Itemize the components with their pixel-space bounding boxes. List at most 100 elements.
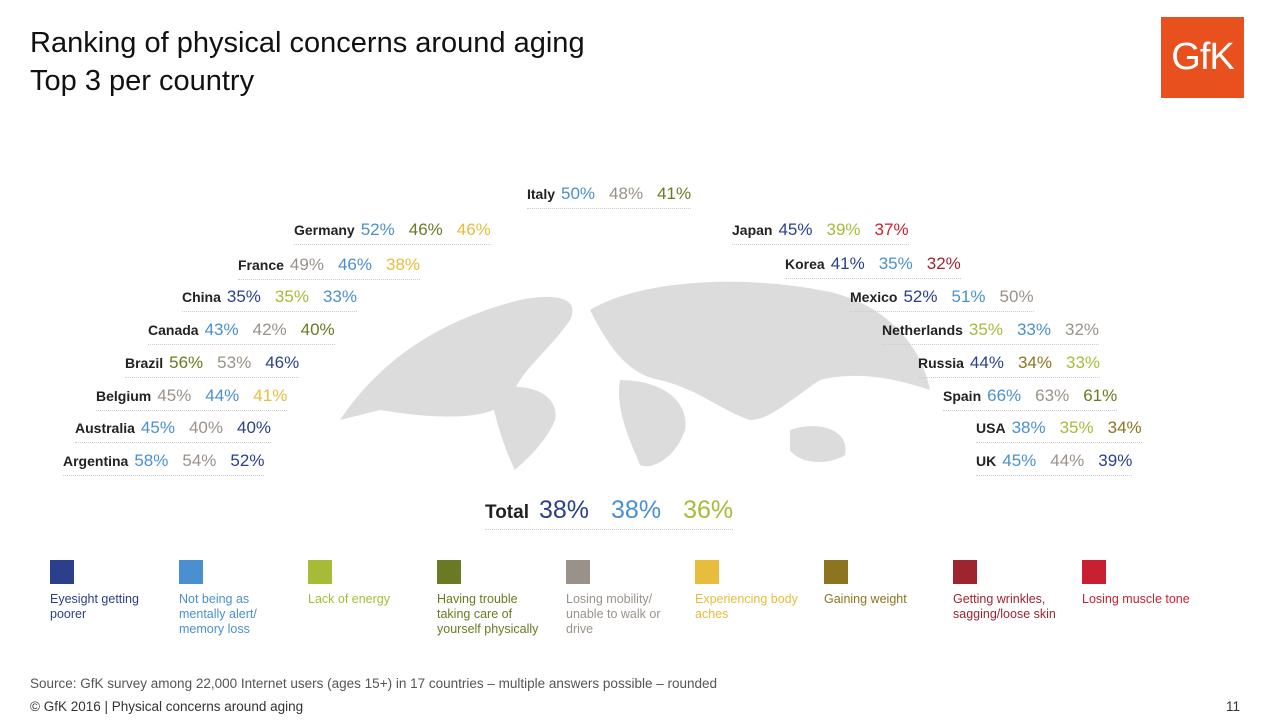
country-row: France 49% 46% 38% xyxy=(238,255,421,280)
country-row: Belgium 45% 44% 41% xyxy=(96,386,288,411)
percent-value: 34% xyxy=(1107,418,1142,437)
percent-value: 38% xyxy=(538,496,590,524)
legend-item: Losing mobility/ unable to walk or drive xyxy=(566,560,695,637)
slide-title: Ranking of physical concerns around agin… xyxy=(30,24,585,100)
title-line1: Ranking of physical concerns around agin… xyxy=(30,27,585,59)
country-row: UK 45% 44% 39% xyxy=(976,451,1133,476)
country-label: Belgium xyxy=(96,388,152,404)
percent-value: 41% xyxy=(253,386,288,405)
legend-item: Experiencing body aches xyxy=(695,560,824,637)
country-label: Japan xyxy=(732,222,773,238)
percent-value: 41% xyxy=(830,254,865,273)
legend-swatch xyxy=(824,560,848,584)
percent-value: 35% xyxy=(274,287,309,306)
percent-value: 50% xyxy=(561,184,596,203)
legend-label: Getting wrinkles, sagging/loose skin xyxy=(953,592,1056,621)
legend-swatch xyxy=(437,560,461,584)
legend-item: Lack of energy xyxy=(308,560,437,637)
country-row: Argentina 58% 54% 52% xyxy=(63,451,265,476)
percent-value: 38% xyxy=(611,496,662,524)
country-label: Argentina xyxy=(63,453,129,469)
country-label: Spain xyxy=(943,388,982,404)
legend-label: Eyesight getting poorer xyxy=(50,592,139,621)
country-label: Brazil xyxy=(125,355,164,371)
country-label: Italy xyxy=(527,186,556,202)
legend-swatch xyxy=(50,560,74,584)
percent-value: 46% xyxy=(456,220,491,239)
percent-value: 50% xyxy=(999,287,1034,306)
footer: © GfK 2016 | Physical concerns around ag… xyxy=(30,699,304,714)
legend-label: Experiencing body aches xyxy=(695,592,798,621)
country-row: Korea 41% 35% 32% xyxy=(785,254,961,279)
page-number: 11 xyxy=(1226,699,1241,714)
country-label: Total xyxy=(485,502,529,523)
percent-value: 56% xyxy=(169,353,204,372)
percent-value: 41% xyxy=(657,184,692,203)
legend: Eyesight getting poorer Not being as ment… xyxy=(50,560,1211,637)
country-label: Germany xyxy=(294,222,355,238)
percent-value: 35% xyxy=(1059,418,1094,437)
percent-value: 52% xyxy=(360,220,395,239)
legend-label: Losing mobility/ unable to walk or drive xyxy=(566,592,661,636)
percent-value: 52% xyxy=(903,287,938,306)
country-row: Canada 43% 42% 40% xyxy=(148,320,335,345)
legend-item: Gaining weight xyxy=(824,560,953,637)
percent-value: 34% xyxy=(1017,353,1052,372)
source-note: Source: GfK survey among 22,000 Internet… xyxy=(30,676,718,691)
percent-value: 36% xyxy=(683,496,734,524)
percent-value: 44% xyxy=(969,353,1004,372)
percent-value: 46% xyxy=(337,255,372,274)
percent-value: 39% xyxy=(826,220,861,239)
legend-label: Not being as mentally alert/ memory loss xyxy=(179,592,257,636)
percent-value: 54% xyxy=(182,451,217,470)
title-line2: Top 3 per country xyxy=(30,65,255,97)
legend-swatch xyxy=(308,560,332,584)
percent-value: 46% xyxy=(265,353,300,372)
country-row: USA 38% 35% 34% xyxy=(976,418,1142,443)
country-row: Netherlands 35% 33% 32% xyxy=(882,320,1100,345)
world-map xyxy=(340,281,930,470)
legend-swatch xyxy=(179,560,203,584)
legend-label: Losing muscle tone xyxy=(1082,592,1190,606)
country-row: China 35% 35% 33% xyxy=(182,287,357,312)
legend-item: Eyesight getting poorer xyxy=(50,560,179,637)
country-label: USA xyxy=(976,420,1006,436)
percent-value: 40% xyxy=(300,320,335,339)
country-label: Russia xyxy=(918,355,964,371)
percent-value: 45% xyxy=(1002,451,1037,470)
percent-value: 43% xyxy=(204,320,239,339)
percent-value: 33% xyxy=(1065,353,1101,372)
percent-value: 49% xyxy=(289,255,324,274)
percent-value: 44% xyxy=(1050,451,1085,470)
legend-item: Losing muscle tone xyxy=(1082,560,1211,637)
percent-value: 32% xyxy=(1064,320,1100,339)
percent-value: 42% xyxy=(252,320,287,339)
legend-item: Having trouble taking care of yourself p… xyxy=(437,560,566,637)
country-label: Korea xyxy=(785,256,825,272)
country-row: Brazil 56% 53% 46% xyxy=(125,353,300,378)
percent-value: 61% xyxy=(1083,386,1118,405)
country-row: Spain 66% 63% 61% xyxy=(943,386,1118,411)
percent-value: 35% xyxy=(968,320,1003,339)
percent-value: 35% xyxy=(226,287,261,306)
percent-value: 38% xyxy=(1011,418,1046,437)
country-label: Netherlands xyxy=(882,322,963,338)
percent-value: 39% xyxy=(1098,451,1133,470)
country-row: Italy 50% 48% 41% xyxy=(527,184,692,209)
country-label: China xyxy=(182,289,221,305)
percent-value: 33% xyxy=(322,287,357,306)
percent-value: 53% xyxy=(217,353,252,372)
percent-value: 63% xyxy=(1035,386,1070,405)
country-row: Mexico 52% 51% 50% xyxy=(850,287,1034,312)
percent-value: 44% xyxy=(205,386,240,405)
percent-value: 51% xyxy=(951,287,986,306)
percent-value: 37% xyxy=(874,220,909,239)
percent-value: 35% xyxy=(878,254,913,273)
legend-label: Lack of energy xyxy=(308,592,390,606)
percent-value: 40% xyxy=(188,418,223,437)
legend-label: Gaining weight xyxy=(824,592,907,606)
percent-value: 66% xyxy=(987,386,1022,405)
country-label: Canada xyxy=(148,322,199,338)
percent-value: 58% xyxy=(134,451,169,470)
legend-swatch xyxy=(1082,560,1106,584)
